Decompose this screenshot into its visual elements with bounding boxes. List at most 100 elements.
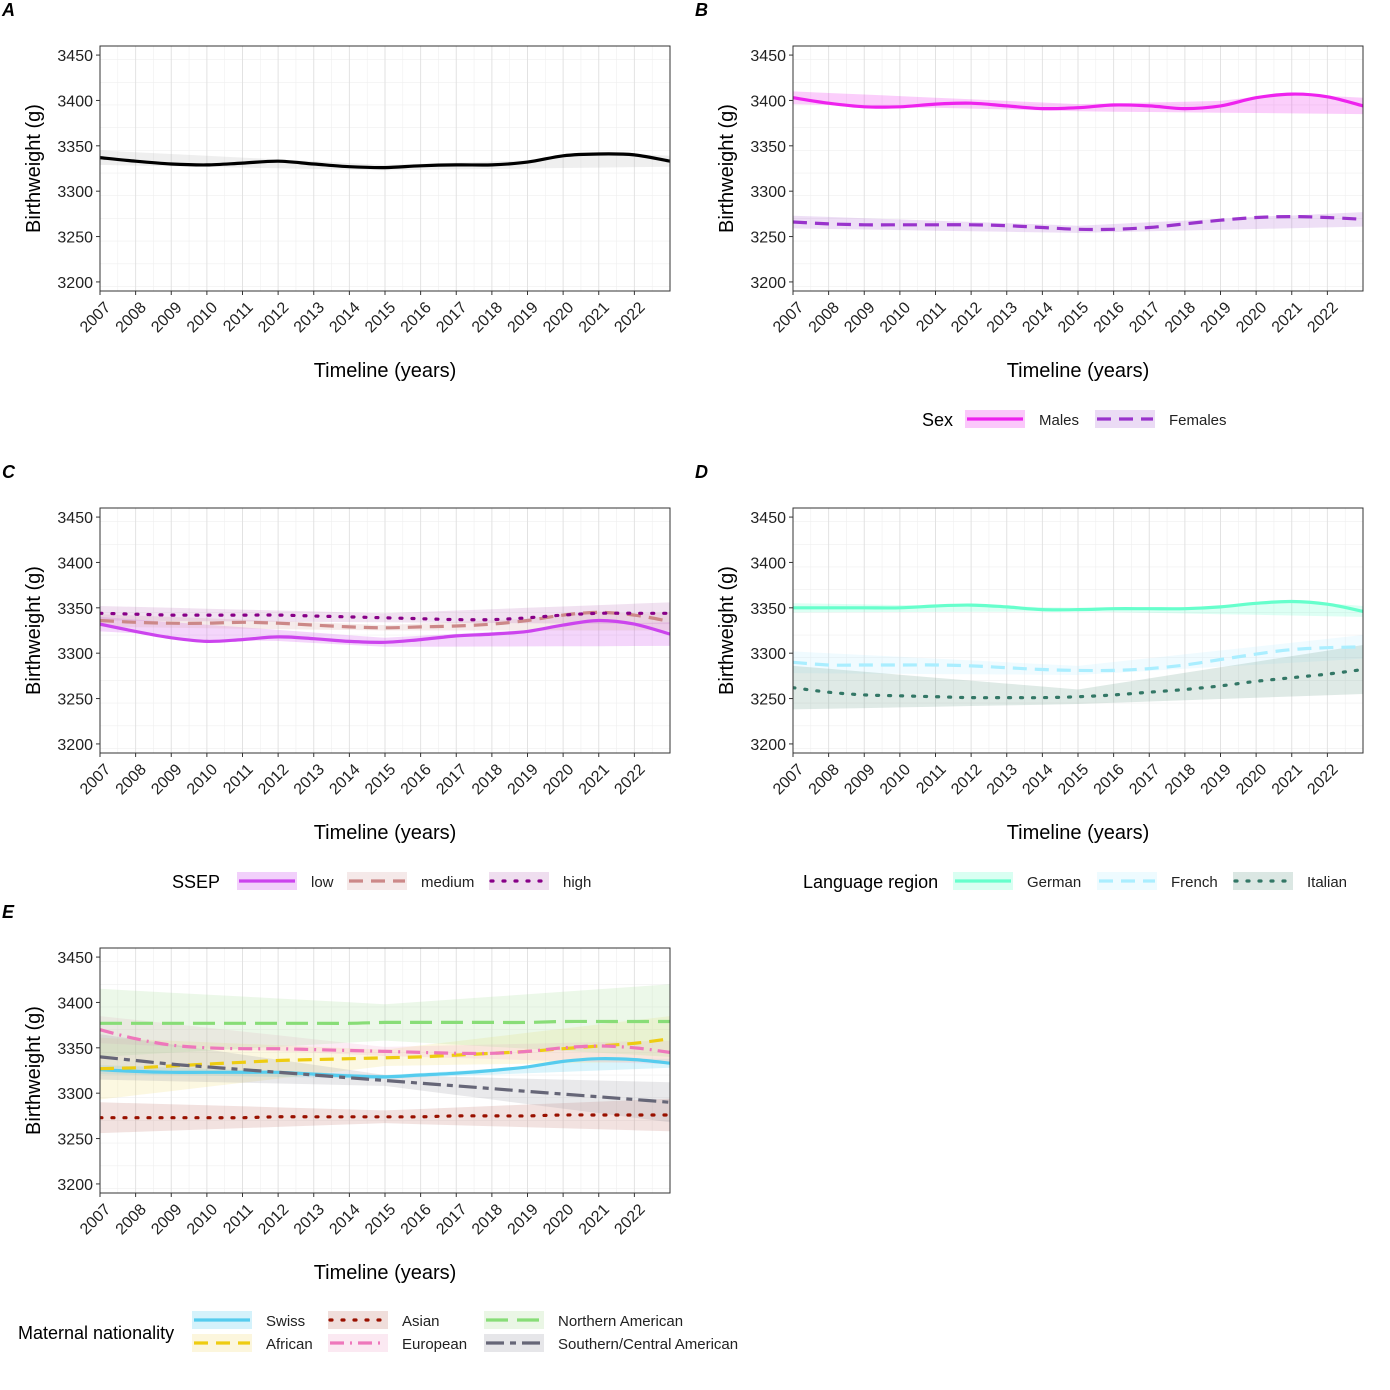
ci-band-medium <box>100 611 670 631</box>
y-tick-label: 3250 <box>57 692 93 709</box>
x-tick-label: 2007 <box>77 299 114 336</box>
x-tick-label: 2022 <box>1304 761 1341 798</box>
x-tick-label: 2008 <box>806 299 843 336</box>
x-tick-label: 2014 <box>1019 761 1056 798</box>
series-line-southern-central-american <box>100 1055 670 1104</box>
x-tick-label: 2009 <box>841 761 878 798</box>
ci-band-african <box>100 1016 670 1100</box>
x-tick-label: 2011 <box>220 761 256 797</box>
x-tick-label: 2022 <box>1304 299 1341 336</box>
x-axis-title: Timeline (years) <box>314 360 457 382</box>
y-tick-label: 3450 <box>750 510 786 527</box>
x-tick-label: 2017 <box>433 299 470 336</box>
x-tick-label: 2020 <box>540 761 577 798</box>
y-tick-label: 3450 <box>57 510 93 527</box>
x-tick-label: 2010 <box>184 299 221 336</box>
legend-title: Sex <box>922 410 953 430</box>
series-line-overall <box>100 152 670 170</box>
y-tick-label: 3400 <box>750 555 786 572</box>
legend-label: Swiss <box>266 1313 305 1330</box>
x-tick-label: 2012 <box>948 299 985 336</box>
y-tick-label: 3450 <box>57 950 93 967</box>
x-tick-label: 2011 <box>913 299 949 335</box>
ci-band-northern-american <box>100 984 670 1057</box>
x-tick-label: 2022 <box>611 1201 648 1238</box>
legend: SSEP low medium high <box>172 872 591 892</box>
x-tick-label: 2015 <box>362 299 399 336</box>
x-tick-label: 2007 <box>77 761 114 798</box>
series-line-low <box>100 618 670 644</box>
ci-band-overall <box>100 150 670 171</box>
x-tick-label: 2009 <box>148 299 185 336</box>
legend: Maternal nationality Swiss African Asian Eur… <box>18 1311 738 1353</box>
y-tick-label: 3350 <box>57 601 93 618</box>
legend-key-band <box>489 872 549 890</box>
y-tick-label: 3300 <box>57 646 93 663</box>
y-tick-label: 3450 <box>57 48 93 65</box>
legend-label: Italian <box>1307 874 1347 891</box>
x-tick-label: 2020 <box>1233 761 1270 798</box>
panel-label: A <box>1 0 15 20</box>
x-tick-label: 2015 <box>362 761 399 798</box>
x-tick-label: 2012 <box>948 761 985 798</box>
x-tick-label: 2017 <box>433 761 470 798</box>
ci-band-asian <box>100 1098 670 1134</box>
x-tick-label: 2020 <box>1233 299 1270 336</box>
y-axis-title: Birthweight (g) <box>23 104 45 233</box>
y-tick-label: 3200 <box>750 275 786 292</box>
x-axis-title: Timeline (years) <box>314 1262 457 1284</box>
series-line-french <box>793 645 1363 673</box>
x-tick-label: 2018 <box>1162 761 1199 798</box>
panel-label: E <box>2 902 15 922</box>
legend: Sex Males Females <box>922 410 1227 430</box>
x-tick-label: 2018 <box>1162 299 1199 336</box>
x-tick-label: 2010 <box>877 761 914 798</box>
x-tick-label: 2009 <box>841 299 878 336</box>
x-tick-label: 2019 <box>504 1201 541 1238</box>
ci-band-italian <box>793 645 1363 710</box>
panel-label: D <box>695 462 708 482</box>
panel-a: A320032503300335034003450200720082009201… <box>1 0 671 382</box>
y-axis-title: Birthweight (g) <box>716 104 738 233</box>
x-tick-label: 2017 <box>1126 299 1163 336</box>
x-tick-label: 2016 <box>398 1201 435 1238</box>
x-tick-label: 2016 <box>398 761 435 798</box>
y-tick-label: 3300 <box>750 646 786 663</box>
x-tick-label: 2014 <box>326 761 363 798</box>
x-tick-label: 2007 <box>770 299 807 336</box>
x-tick-label: 2015 <box>362 1201 399 1238</box>
x-tick-label: 2021 <box>576 1201 613 1238</box>
legend-label: European <box>402 1336 467 1353</box>
gridlines <box>99 508 671 753</box>
legend-label: Southern/Central American <box>558 1336 738 1353</box>
panel-b: B320032503300335034003450200720082009201… <box>695 0 1364 430</box>
y-tick-label: 3350 <box>750 601 786 618</box>
x-tick-label: 2007 <box>77 1201 114 1238</box>
y-tick-label: 3400 <box>57 555 93 572</box>
y-tick-label: 3250 <box>750 230 786 247</box>
x-tick-label: 2008 <box>806 761 843 798</box>
legend-label: low <box>311 874 334 891</box>
x-tick-label: 2014 <box>1019 299 1056 336</box>
legend-label: Males <box>1039 412 1079 429</box>
y-tick-label: 3350 <box>750 139 786 156</box>
y-tick-label: 3450 <box>750 48 786 65</box>
series-line-females <box>793 214 1363 232</box>
legend-key-band <box>484 1311 544 1329</box>
legend-label: high <box>563 874 591 891</box>
x-tick-label: 2018 <box>469 761 506 798</box>
y-tick-label: 3250 <box>57 230 93 247</box>
x-tick-label: 2013 <box>291 1201 328 1238</box>
y-tick-label: 3200 <box>750 737 786 754</box>
x-tick-label: 2009 <box>148 1201 185 1238</box>
y-tick-label: 3400 <box>57 995 93 1012</box>
x-tick-label: 2009 <box>148 761 185 798</box>
x-tick-label: 2012 <box>255 299 292 336</box>
x-tick-label: 2016 <box>1091 761 1128 798</box>
x-tick-label: 2018 <box>469 299 506 336</box>
legend-title: Language region <box>803 872 938 892</box>
legend-title: Maternal nationality <box>18 1323 174 1343</box>
legend-key-band <box>328 1311 388 1329</box>
x-tick-label: 2015 <box>1055 299 1092 336</box>
x-tick-label: 2010 <box>877 299 914 336</box>
